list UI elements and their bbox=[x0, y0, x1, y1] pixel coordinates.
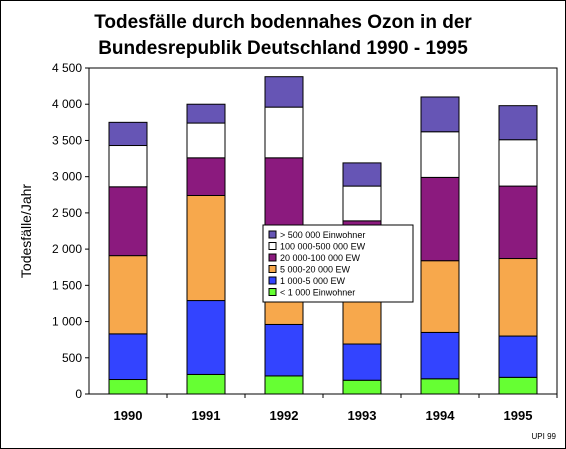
bar-segment bbox=[108, 121, 148, 147]
bar-segment bbox=[498, 185, 538, 260]
legend-swatch bbox=[268, 242, 277, 250]
bar-segment bbox=[186, 373, 226, 395]
y-tick-label: 3 500 bbox=[52, 133, 82, 147]
y-tick-label: 2 000 bbox=[52, 242, 82, 256]
y-tick-label: 4 000 bbox=[52, 97, 82, 111]
legend-entry: 5 000-20 000 EW bbox=[280, 265, 351, 275]
legend-swatch bbox=[268, 230, 277, 239]
bar-segment bbox=[186, 122, 226, 159]
y-tick-label: 3 000 bbox=[52, 170, 82, 184]
y-tick-label: 1 000 bbox=[52, 315, 82, 329]
bar-segment bbox=[264, 76, 304, 108]
x-tick-label: 1992 bbox=[270, 408, 299, 423]
legend-swatch bbox=[268, 276, 277, 285]
legend-box bbox=[262, 224, 414, 303]
y-tick-label: 1 500 bbox=[52, 278, 82, 292]
bar-segment bbox=[108, 186, 148, 257]
legend: > 500 000 Einwohner 100 000-500 000 EW20 … bbox=[262, 224, 414, 303]
source-label: UPI 99 bbox=[532, 432, 557, 441]
bar-segment bbox=[420, 131, 460, 178]
bar-segment bbox=[264, 323, 304, 377]
x-tick-label: 1991 bbox=[192, 408, 221, 423]
legend-swatch bbox=[268, 253, 277, 262]
bar-segment bbox=[498, 258, 538, 337]
bar-segment bbox=[342, 343, 382, 381]
bar-segment bbox=[420, 96, 460, 133]
bar-segment bbox=[342, 185, 382, 222]
bar-segment bbox=[108, 333, 148, 381]
bar-segment bbox=[342, 379, 382, 395]
legend-entry: < 1 000 Einwohner bbox=[280, 288, 355, 298]
bar-segment bbox=[108, 145, 148, 188]
bar-segment bbox=[420, 176, 460, 262]
bar-segment bbox=[186, 157, 226, 197]
legend-entry: > 500 000 Einwohner bbox=[280, 230, 365, 240]
chart-title-line-1: Todesfälle durch bodennahes Ozon in der bbox=[94, 12, 472, 33]
bar-segment bbox=[498, 105, 538, 141]
y-axis-label: Todesfälle/Jahr bbox=[18, 184, 34, 279]
bar-segment bbox=[498, 139, 538, 187]
legend-swatch bbox=[268, 265, 277, 273]
x-tick-label: 1994 bbox=[426, 408, 456, 423]
bar-segment bbox=[108, 379, 148, 395]
y-tick-label: 500 bbox=[62, 351, 82, 365]
bar-segment bbox=[420, 331, 460, 380]
bar-segment bbox=[186, 195, 226, 302]
y-tick-label: 4 500 bbox=[52, 61, 82, 75]
x-tick-label: 1993 bbox=[348, 408, 377, 423]
chart-title-line-2: Bundesrepublik Deutschland 1990 - 1995 bbox=[98, 38, 468, 59]
bar-segment bbox=[108, 255, 148, 335]
bar-segment bbox=[264, 106, 304, 159]
legend-entry: 20 000-100 000 EW bbox=[280, 253, 361, 263]
bar-segment bbox=[498, 376, 538, 395]
bar-segment bbox=[420, 378, 460, 395]
legend-swatch bbox=[268, 288, 277, 296]
y-tick-label: 0 bbox=[75, 387, 82, 401]
bar-segment bbox=[342, 162, 382, 187]
legend-entry: 100 000-500 000 EW bbox=[280, 242, 366, 252]
bar-segment bbox=[186, 103, 226, 124]
bar-segment bbox=[498, 335, 538, 378]
legend-entry: 1 000-5 000 EW bbox=[280, 276, 346, 286]
x-tick-label: 1990 bbox=[114, 408, 143, 423]
y-tick-label: 2 500 bbox=[52, 206, 82, 220]
bar-segment bbox=[264, 375, 304, 395]
bar-segment bbox=[186, 300, 226, 375]
bar-segment bbox=[420, 260, 460, 333]
x-tick-label: 1995 bbox=[504, 408, 533, 423]
